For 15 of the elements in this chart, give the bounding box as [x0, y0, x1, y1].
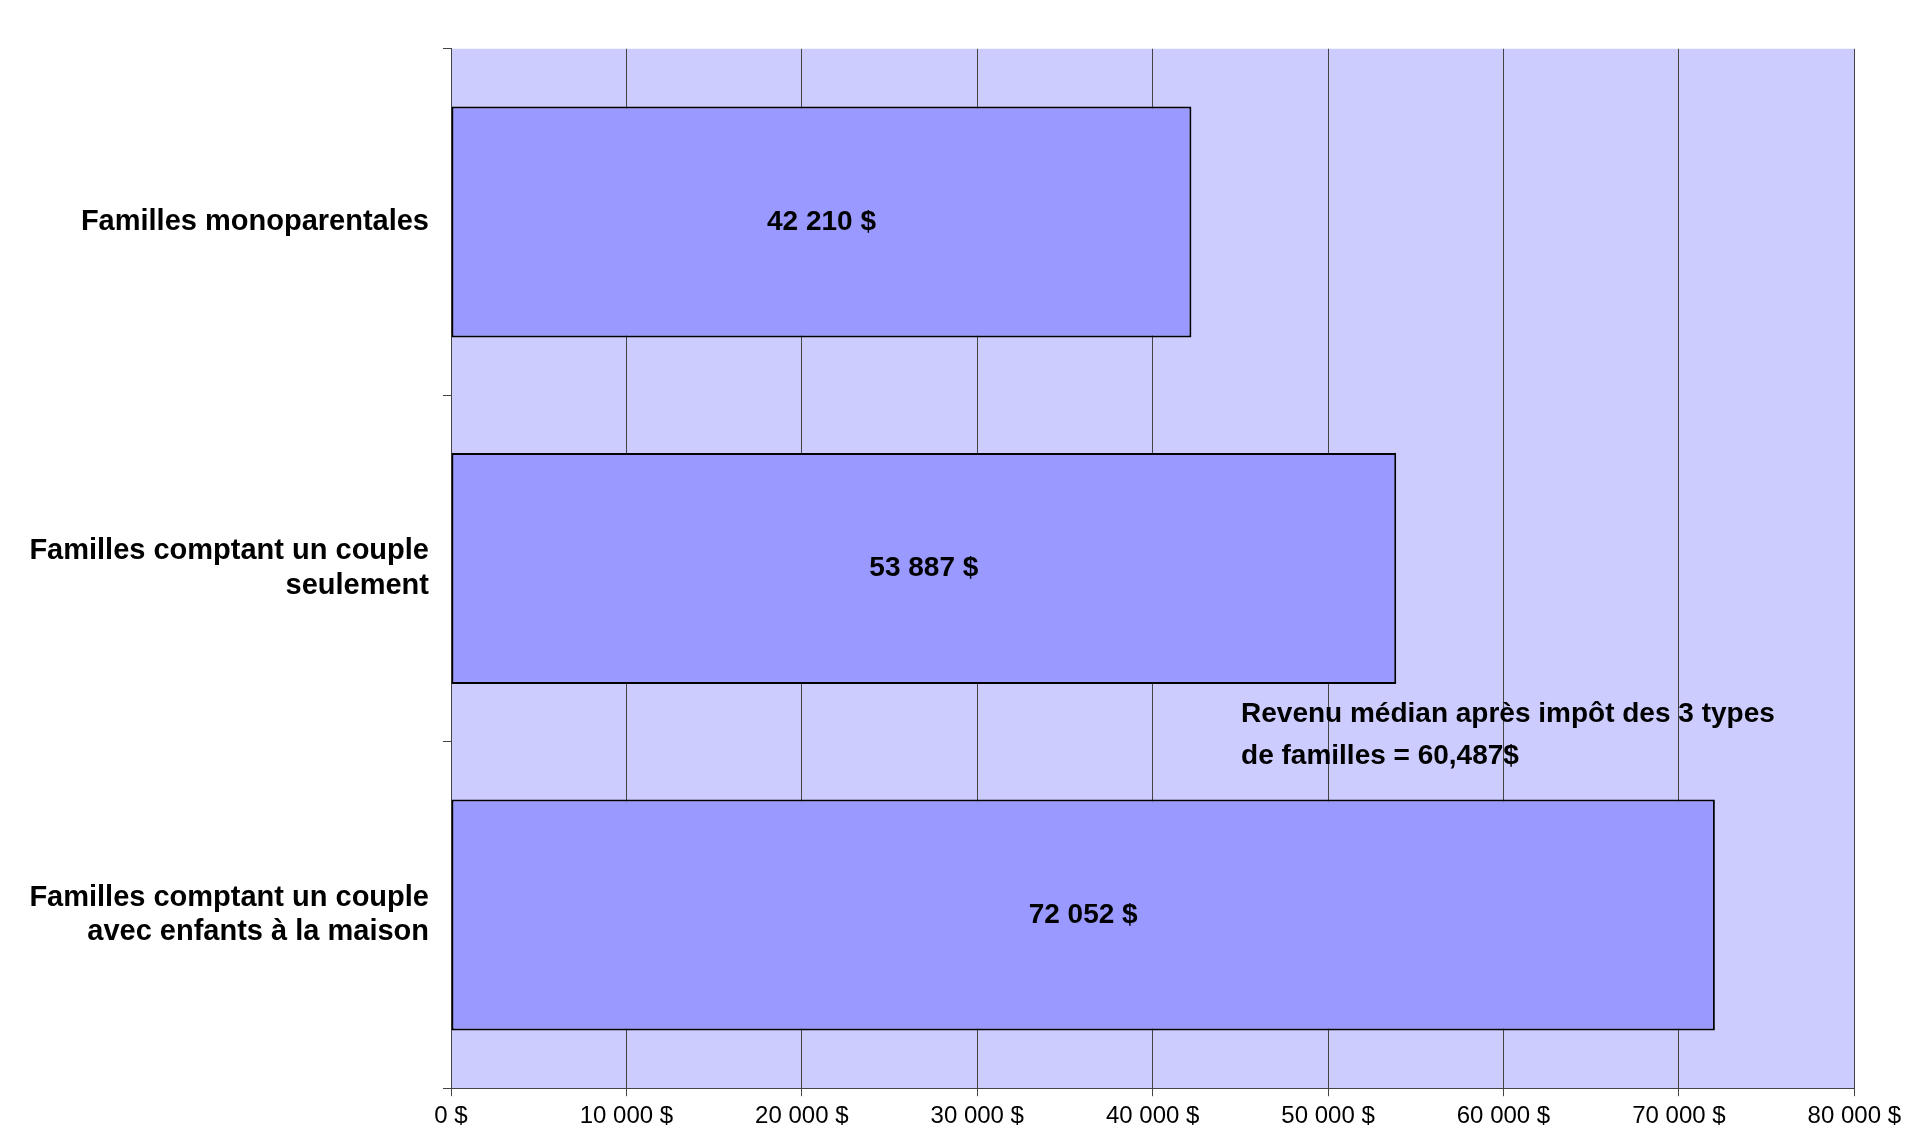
- y-tick-label: Familles monoparentales: [80, 204, 429, 237]
- x-tick-label: 20 000 $: [755, 1101, 849, 1129]
- x-tick-label: 50 000 $: [1281, 1101, 1375, 1129]
- x-tick-label: 40 000 $: [1105, 1101, 1200, 1129]
- data-label: 72 052 $: [1028, 897, 1139, 929]
- x-tick-label: 30 000 $: [930, 1101, 1024, 1129]
- data-label: 42 210 $: [766, 204, 877, 236]
- x-tick-label: 80 000 $: [1807, 1101, 1901, 1129]
- x-tick-label: 10 000 $: [579, 1101, 674, 1129]
- x-tick-label: 0 $: [434, 1101, 468, 1129]
- data-label: 53 887 $: [869, 551, 979, 583]
- x-tick-label: 60 000 $: [1456, 1101, 1551, 1129]
- y-tick-label: Familles comptant un couple avec enfants à la maison: [29, 879, 429, 947]
- x-tick-label: 70 000 $: [1632, 1101, 1726, 1129]
- y-tick-label: Familles comptant un couple seulement: [29, 533, 430, 600]
